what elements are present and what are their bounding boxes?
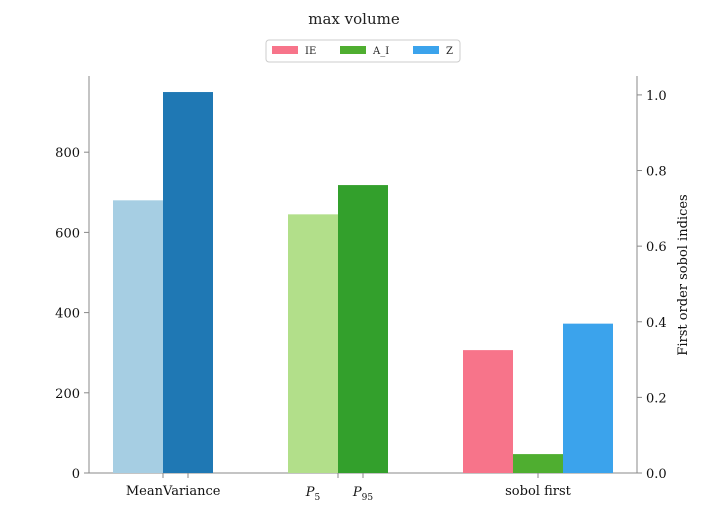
legend-label: A_I	[372, 46, 389, 57]
bar	[288, 214, 338, 473]
bars	[113, 92, 613, 474]
right-axis-label: First order sobol indices	[676, 194, 691, 355]
right-tick-label: 0.2	[646, 391, 667, 406]
x-tick-label-base: P	[305, 485, 315, 500]
right-axis-ticks: 0.0 0.2 0.4 0.6 0.8 1.0	[637, 89, 667, 482]
bar	[563, 323, 613, 473]
right-tick-label: 0.4	[646, 316, 667, 331]
left-tick-label: 400	[55, 307, 80, 322]
legend-label: IE	[305, 46, 316, 57]
x-tick-label: sobol first	[505, 484, 571, 499]
x-axis-ticks: Mean Variance P5 P95 sobol first	[126, 473, 572, 503]
left-axis-ticks: 0 200 400 600 800	[55, 146, 89, 482]
right-tick-label: 0.8	[646, 165, 667, 180]
x-tick-label-base: P	[352, 485, 362, 500]
right-tick-label: 1.0	[646, 89, 667, 104]
x-tick-label: Variance	[162, 484, 221, 499]
legend-swatch	[340, 46, 366, 54]
left-tick-label: 600	[55, 226, 80, 241]
x-tick-label: P5	[305, 485, 321, 503]
left-tick-label: 0	[72, 467, 80, 482]
x-tick-label: P95	[352, 485, 373, 503]
bar	[113, 200, 163, 474]
bar	[463, 350, 513, 473]
legend-swatch	[272, 46, 298, 54]
x-tick-label: Mean	[126, 484, 164, 499]
right-tick-label: 0.0	[646, 467, 667, 482]
bar	[338, 185, 388, 473]
chart-title: max volume	[308, 10, 400, 28]
x-tick-label-subscript: 5	[315, 493, 321, 503]
bar	[163, 92, 213, 473]
bar	[513, 454, 563, 473]
left-tick-label: 800	[55, 146, 80, 161]
legend-label: Z	[446, 46, 453, 57]
right-tick-label: 0.6	[646, 240, 667, 255]
x-tick-label-subscript: 95	[362, 493, 374, 503]
left-tick-label: 200	[55, 387, 80, 402]
legend-swatch	[413, 46, 439, 54]
legend: IE A_I Z	[265, 39, 461, 63]
